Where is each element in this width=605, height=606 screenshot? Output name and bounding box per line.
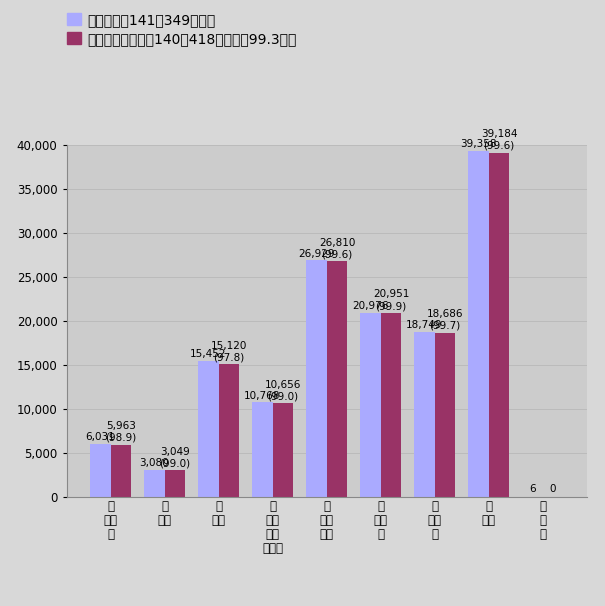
Legend: 総貨物量　141，349千トン, トラック輸送量　140，418千トン（99.3％）: 総貨物量 141，349千トン, トラック輸送量 140，418千トン（99.3… bbox=[67, 13, 296, 46]
Text: 5,963
(98.9): 5,963 (98.9) bbox=[105, 421, 137, 443]
Bar bbox=[273, 403, 293, 497]
Text: 18,749: 18,749 bbox=[406, 321, 443, 330]
Bar bbox=[381, 313, 401, 497]
Bar bbox=[468, 151, 489, 497]
Text: 26,929: 26,929 bbox=[298, 248, 335, 259]
Text: 20,976: 20,976 bbox=[352, 301, 388, 311]
Text: 26,810
(99.6): 26,810 (99.6) bbox=[319, 238, 355, 259]
Text: 39,358: 39,358 bbox=[460, 139, 497, 149]
Text: 39,184
(99.6): 39,184 (99.6) bbox=[481, 129, 517, 151]
Bar bbox=[165, 470, 185, 497]
Text: 3,049
(99.0): 3,049 (99.0) bbox=[159, 447, 191, 468]
Text: 3,080: 3,080 bbox=[140, 458, 169, 468]
Bar bbox=[434, 333, 455, 497]
Text: 15,120
(97.8): 15,120 (97.8) bbox=[211, 341, 247, 362]
Bar bbox=[198, 361, 219, 497]
Bar bbox=[306, 261, 327, 497]
Text: 20,951
(99.9): 20,951 (99.9) bbox=[373, 290, 409, 311]
Bar bbox=[90, 444, 111, 497]
Bar bbox=[327, 261, 347, 497]
Text: 10,768: 10,768 bbox=[244, 390, 281, 401]
Bar bbox=[144, 470, 165, 497]
Text: 15,452: 15,452 bbox=[190, 350, 227, 359]
Bar bbox=[360, 313, 381, 497]
Text: 18,686
(99.7): 18,686 (99.7) bbox=[427, 310, 463, 331]
Text: 6,031: 6,031 bbox=[85, 432, 116, 442]
Bar bbox=[252, 402, 273, 497]
Bar bbox=[414, 332, 434, 497]
Bar bbox=[489, 153, 509, 497]
Text: 10,656
(99.0): 10,656 (99.0) bbox=[265, 380, 301, 402]
Bar bbox=[111, 445, 131, 497]
Text: 6: 6 bbox=[529, 484, 536, 494]
Bar bbox=[219, 364, 239, 497]
Text: 0: 0 bbox=[550, 484, 556, 494]
